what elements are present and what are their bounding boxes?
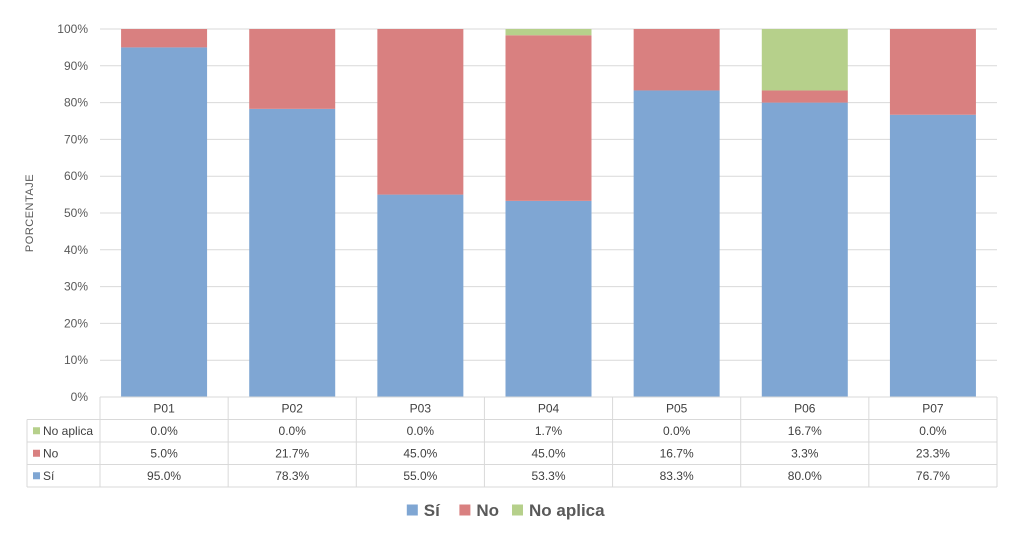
bar-si-p04 <box>505 200 592 397</box>
bar-si-p07 <box>889 114 976 397</box>
table-cell-value: 16.7% <box>660 446 694 460</box>
y-tick-label: 30% <box>64 280 88 294</box>
table-cell-value: 23.3% <box>916 446 950 460</box>
y-tick-label: 10% <box>64 353 88 367</box>
bar-no-aplica-p04 <box>505 29 592 36</box>
y-axis: 0% 10% 20% 30% 40% 50% 60% 70% 80% 90% 100% <box>57 22 88 404</box>
bar-si-p01 <box>121 47 208 398</box>
table-cell-value: 45.0% <box>531 446 565 460</box>
bar-si-p05 <box>633 90 720 398</box>
bar-no-p03 <box>377 29 464 195</box>
legend-item-no-aplica: No aplica <box>512 501 605 520</box>
table-cell-value: 0.0% <box>663 424 691 438</box>
legend-label: Sí <box>424 501 441 520</box>
legend-item-no: No <box>459 501 499 520</box>
table-row-swatch-si <box>33 472 40 480</box>
table-cell-value: 95.0% <box>147 469 181 483</box>
legend-swatch-no-aplica <box>512 504 523 516</box>
legend-swatch-no <box>459 504 471 516</box>
x-category-label: P03 <box>410 401 432 415</box>
x-category-label: P06 <box>794 401 816 415</box>
y-axis-label: PORCENTAJE <box>24 174 36 252</box>
table-cell-value: 76.7% <box>916 469 950 483</box>
bar-no-p05 <box>633 29 720 91</box>
table-cell-value: 83.3% <box>660 469 694 483</box>
table-row-label: No aplica <box>43 424 93 438</box>
table-cell-value: 0.0% <box>407 424 435 438</box>
bar-no-p07 <box>889 29 976 115</box>
table-cell-value: 1.7% <box>535 424 563 438</box>
table-cell-value: 21.7% <box>275 446 309 460</box>
y-tick-label: 40% <box>64 243 88 257</box>
bar-si-p06 <box>761 102 848 397</box>
x-category-label: P02 <box>282 401 304 415</box>
table-cell-value: 55.0% <box>403 469 437 483</box>
table-row-label: No <box>43 446 59 460</box>
y-tick-label: 60% <box>64 169 88 183</box>
legend-swatch-si <box>406 504 418 516</box>
data-table: P01 P02 P03 P04 P05 P06 P07 No aplica 0.0% 0.0% 0.… <box>26 396 998 488</box>
legend-label: No aplica <box>529 501 605 520</box>
y-tick-label: 50% <box>64 206 88 220</box>
y-tick-label: 70% <box>64 132 88 146</box>
table-cell-value: 0.0% <box>150 424 178 438</box>
table-cell-value: 16.7% <box>788 424 822 438</box>
y-tick-label: 20% <box>64 316 88 330</box>
bar-si-p02 <box>249 108 336 397</box>
bar-no-aplica-p06 <box>761 29 848 91</box>
table-cell-value: 80.0% <box>788 469 822 483</box>
x-category-label: P01 <box>153 401 175 415</box>
bar-si-p03 <box>377 194 464 397</box>
table-cell-value: 78.3% <box>275 469 309 483</box>
table-row-swatch-no <box>33 449 40 457</box>
y-tick-label: 0% <box>71 390 89 404</box>
table-cell-value: 0.0% <box>279 424 307 438</box>
bar-no-p01 <box>121 29 208 48</box>
bars <box>121 29 976 398</box>
table-cell-value: 5.0% <box>150 446 178 460</box>
x-category-label: P05 <box>666 401 688 415</box>
y-tick-label: 80% <box>64 96 88 110</box>
x-category-label: P07 <box>922 401 944 415</box>
table-cell-value: 53.3% <box>531 469 565 483</box>
table-cell-value: 3.3% <box>791 446 819 460</box>
table-row-swatch-no-aplica <box>33 427 40 435</box>
y-tick-label: 90% <box>64 59 88 73</box>
table-cell-value: 45.0% <box>403 446 437 460</box>
y-tick-label: 100% <box>57 22 88 36</box>
bar-no-p04 <box>505 35 592 201</box>
legend: Sí No No aplica <box>406 501 605 520</box>
x-category-label: P04 <box>538 401 560 415</box>
table-row-label: Sí <box>43 469 55 483</box>
legend-item-si: Sí <box>406 501 441 520</box>
bar-no-p02 <box>249 29 336 109</box>
table-cell-value: 0.0% <box>919 424 947 438</box>
legend-label: No <box>476 501 499 520</box>
bar-no-p06 <box>761 90 848 103</box>
